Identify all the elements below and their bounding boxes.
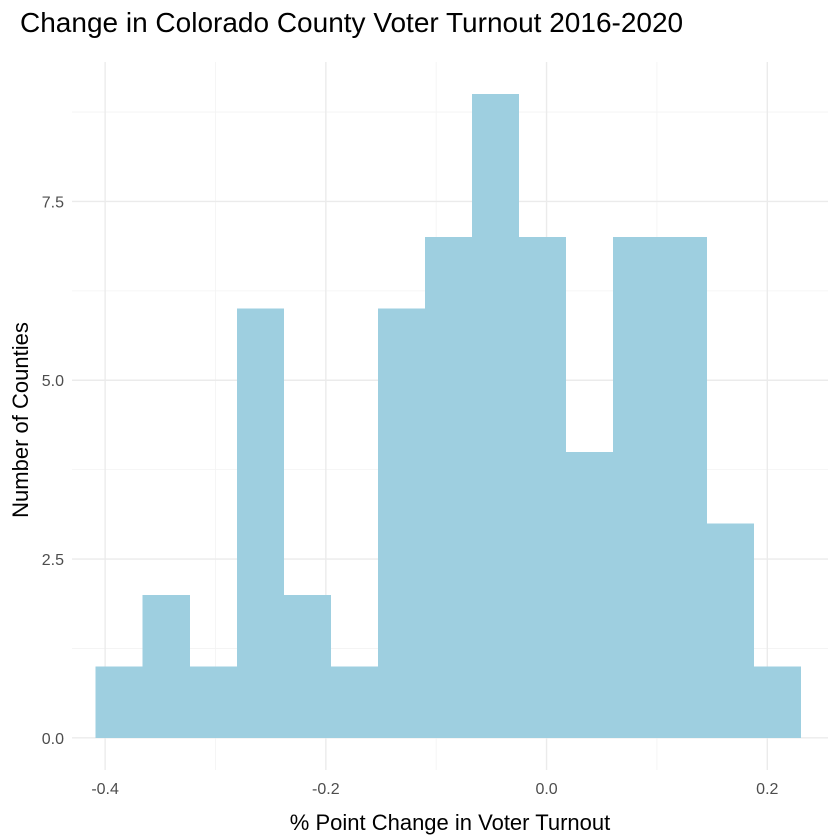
histogram-bar <box>283 594 331 738</box>
x-axis-title: % Point Change in Voter Turnout <box>290 810 610 835</box>
histogram-bar <box>706 523 754 738</box>
histogram-bar <box>330 666 378 738</box>
histogram-bar <box>565 451 613 738</box>
y-tick-label: 5.0 <box>42 373 64 390</box>
x-tick-label: -0.4 <box>91 781 119 798</box>
histogram-bar <box>377 308 425 738</box>
histogram-bar <box>236 308 284 738</box>
chart-title: Change in Colorado County Voter Turnout … <box>20 7 683 38</box>
histogram-bar <box>189 666 237 738</box>
bars <box>95 94 801 738</box>
x-tick-label: -0.2 <box>312 781 340 798</box>
x-tick-label: 0.2 <box>756 781 778 798</box>
histogram-bar <box>659 237 707 738</box>
y-tick-label: 0.0 <box>42 731 64 748</box>
x-tick-label: 0.0 <box>535 781 557 798</box>
histogram-bar <box>471 94 519 738</box>
histogram-bar <box>424 237 472 738</box>
y-axis-title: Number of Counties <box>8 322 33 518</box>
histogram-bar <box>612 237 660 738</box>
histogram-bar <box>518 237 566 738</box>
y-tick-label: 2.5 <box>42 552 64 569</box>
y-axis-tick-labels: 0.0 2.5 5.0 7.5 <box>42 194 64 747</box>
histogram-bar <box>142 594 190 738</box>
histogram-bar <box>753 666 801 738</box>
histogram-bar <box>95 666 143 738</box>
x-axis-tick-labels: -0.4 -0.2 0.0 0.2 <box>91 781 778 798</box>
y-tick-label: 7.5 <box>42 194 64 211</box>
